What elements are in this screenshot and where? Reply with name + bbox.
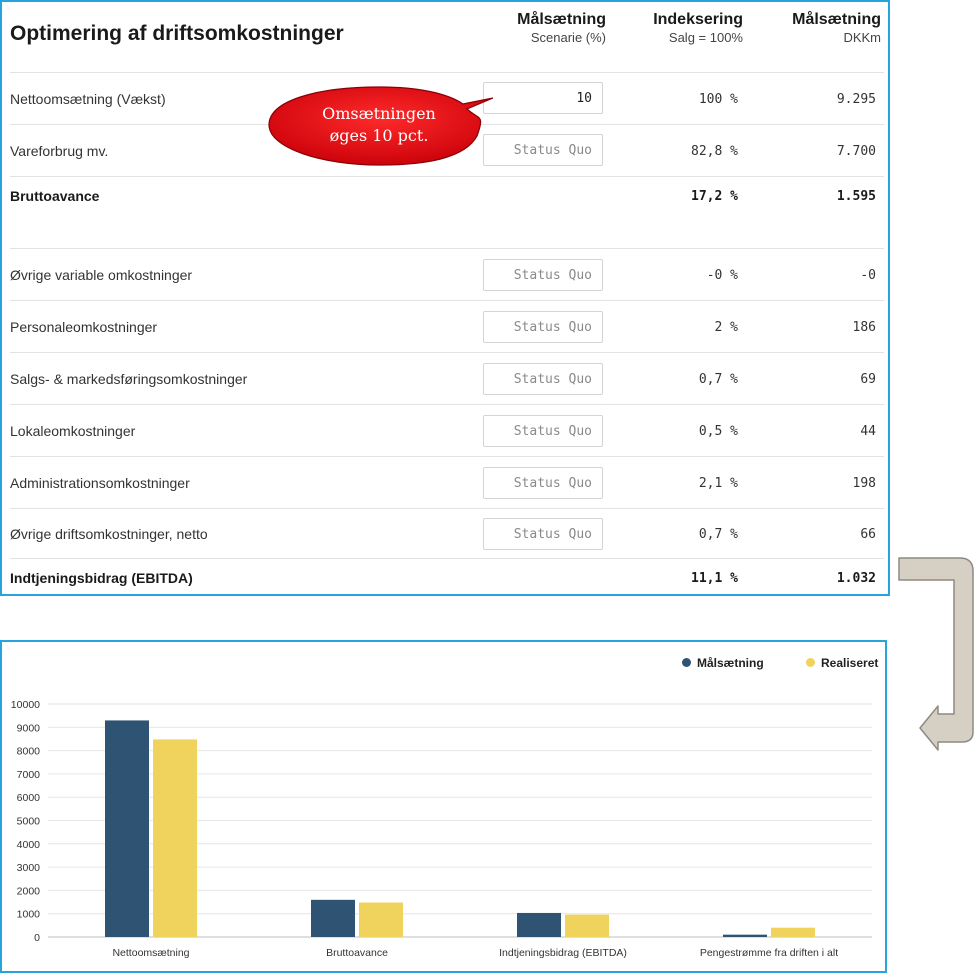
row-label: Personaleomkostninger [10, 319, 158, 335]
x-category-label: Pengestrømme fra driften i alt [700, 947, 838, 959]
row-label: Vareforbrug mv. [10, 143, 109, 159]
callout-bubble [268, 86, 494, 166]
callout-line: Omsætningen [322, 104, 436, 123]
column-header-scenario: Målsætning Scenarie (%) [517, 11, 606, 45]
scenario-input-premises-costs[interactable] [483, 415, 603, 447]
table-row-other-variable-costs: Øvrige variable omkostninger -0 % -0 [10, 248, 884, 301]
legend-label: Realiseret [821, 656, 879, 670]
x-category-label: Indtjeningsbidrag (EBITDA) [499, 947, 627, 959]
bar-realized [565, 914, 609, 937]
bar-realized [359, 902, 403, 937]
index-value: 2 % [714, 320, 738, 335]
bar-target [723, 934, 767, 937]
y-tick-label: 1000 [17, 909, 41, 921]
column-header-title: Målsætning [517, 11, 606, 28]
chart-panel: Målsætning Realiseret 0 1000 2000 3000 4000 5… [0, 640, 887, 973]
scenario-input-other-operating-costs[interactable] [483, 518, 603, 550]
column-header-title: Indeksering [653, 11, 743, 28]
column-header-subtitle: DKKm [843, 30, 881, 45]
flow-arrow-icon [898, 557, 974, 751]
index-value: 100 % [698, 92, 738, 107]
target-value: 1.595 [836, 189, 876, 204]
target-value: -0 [860, 268, 876, 283]
index-value: 11,1 % [691, 571, 738, 586]
callout-text: Omsætningen øges 10 pct. [297, 103, 461, 147]
y-tick-label: 8000 [17, 746, 41, 758]
legend-swatch [806, 658, 815, 667]
scenario-input-other-variable-costs[interactable] [483, 259, 603, 291]
legend-label: Målsætning [697, 656, 764, 670]
row-label: Indtjeningsbidrag (EBITDA) [10, 570, 193, 586]
table-row-sales-marketing-costs: Salgs- & markedsføringsomkostninger 0,7 … [10, 352, 884, 405]
table-row-ebitda: Indtjeningsbidrag (EBITDA) 11,1 % 1.032 [10, 558, 884, 595]
y-tick-label: 6000 [17, 792, 41, 804]
table-row-personnel-costs: Personaleomkostninger 2 % 186 [10, 300, 884, 353]
table-row-administration-costs: Administrationsomkostninger 2,1 % 198 [10, 456, 884, 509]
row-label: Bruttoavance [10, 188, 100, 204]
legend-item-realized: Realiseret [806, 656, 878, 670]
index-value: 0,5 % [698, 424, 738, 439]
row-label: Salgs- & markedsføringsomkostninger [10, 371, 248, 387]
target-value: 1.032 [836, 571, 876, 586]
row-label: Administrationsomkostninger [10, 475, 190, 491]
target-value: 44 [860, 424, 876, 439]
legend-item-target: Målsætning [682, 656, 764, 670]
y-tick-label: 2000 [17, 885, 41, 897]
row-label: Øvrige variable omkostninger [10, 267, 193, 283]
table-row-net-revenue: Nettoomsætning (Vækst) 100 % 9.295 [10, 72, 884, 125]
target-value: 186 [852, 320, 876, 335]
bar-chart: 0 1000 2000 3000 4000 5000 6000 7000 8000 9000 100… [11, 699, 872, 959]
column-header-index: Indeksering Salg = 100% [653, 11, 743, 45]
target-value: 9.295 [836, 92, 876, 107]
table-row-premises-costs: Lokaleomkostninger 0,5 % 44 [10, 404, 884, 457]
y-tick-label: 9000 [17, 722, 41, 734]
legend-swatch [682, 658, 691, 667]
column-header-title: Målsætning [792, 11, 881, 28]
index-value: -0 % [706, 268, 738, 283]
y-tick-label: 3000 [17, 862, 41, 874]
y-tick-label: 0 [34, 932, 40, 944]
scenario-input-personnel-costs[interactable] [483, 311, 603, 343]
index-value: 17,2 % [691, 189, 738, 204]
target-value: 198 [852, 476, 876, 491]
y-tick-label: 7000 [17, 769, 41, 781]
bar-target [105, 720, 149, 937]
table-row-other-operating-costs: Øvrige driftsomkostninger, netto 0,7 % 6… [10, 508, 884, 559]
scenario-input-cost-of-goods[interactable] [483, 134, 603, 166]
x-category-label: Bruttoavance [326, 947, 388, 959]
index-value: 82,8 % [691, 144, 738, 159]
bar-realized [153, 739, 197, 937]
bar-target [517, 912, 561, 937]
scenario-input-net-revenue[interactable] [483, 82, 603, 114]
target-value: 69 [860, 372, 876, 387]
y-tick-label: 4000 [17, 839, 41, 851]
scenario-input-sales-marketing-costs[interactable] [483, 363, 603, 395]
index-value: 2,1 % [698, 476, 738, 491]
target-value: 66 [860, 527, 876, 542]
column-header-subtitle: Salg = 100% [668, 30, 743, 45]
y-tick-label: 10000 [11, 699, 40, 711]
page-title: Optimering af driftsomkostninger [10, 22, 344, 45]
column-header-subtitle: Scenarie (%) [530, 30, 606, 45]
target-value: 7.700 [836, 144, 876, 159]
index-value: 0,7 % [698, 527, 738, 542]
x-category-label: Nettoomsætning [112, 947, 189, 959]
y-tick-label: 5000 [17, 816, 41, 828]
row-label: Øvrige driftsomkostninger, netto [10, 526, 208, 542]
table-row-gross-profit: Bruttoavance 17,2 % 1.595 [10, 176, 884, 249]
row-label: Nettoomsætning (Vækst) [10, 91, 166, 107]
column-header-target: Målsætning DKKm [792, 11, 881, 45]
index-value: 0,7 % [698, 372, 738, 387]
callout-line: øges 10 pct. [329, 126, 429, 145]
row-label: Lokaleomkostninger [10, 423, 136, 439]
scenario-input-administration-costs[interactable] [483, 467, 603, 499]
bar-target [311, 899, 355, 937]
bar-realized [771, 927, 815, 937]
